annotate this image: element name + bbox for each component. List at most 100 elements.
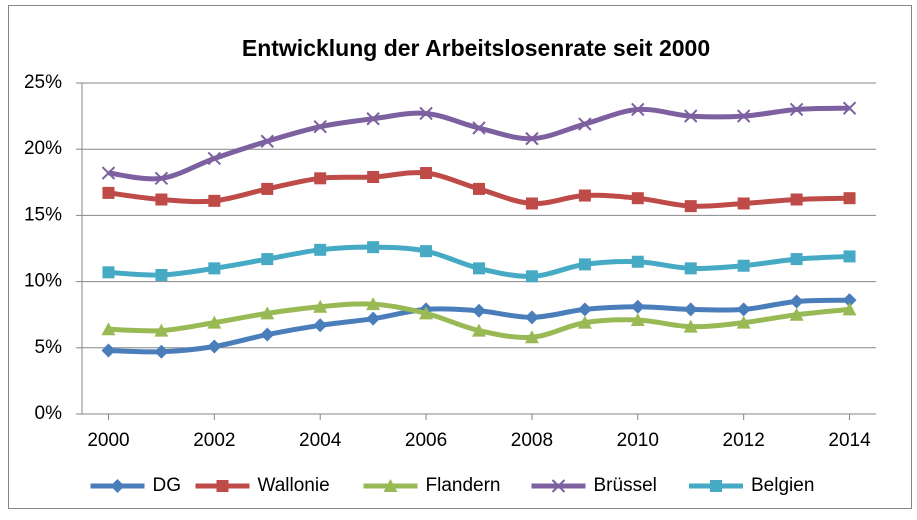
marker	[842, 101, 857, 115]
marker	[102, 186, 115, 199]
legend-marker	[551, 479, 566, 493]
marker	[684, 200, 697, 213]
marker	[261, 253, 274, 266]
marker	[208, 262, 221, 275]
marker	[207, 151, 222, 166]
marker	[313, 119, 327, 134]
marker	[630, 299, 645, 314]
y-tick-label: 5%	[35, 337, 63, 358]
marker	[789, 294, 804, 309]
marker	[843, 192, 856, 205]
marker	[631, 255, 644, 268]
marker	[683, 319, 698, 333]
marker	[472, 323, 486, 337]
legend-label: Flandern	[426, 475, 501, 496]
marker	[419, 306, 434, 320]
marker	[684, 109, 698, 123]
marker	[631, 192, 644, 205]
marker	[525, 131, 539, 146]
marker	[737, 259, 750, 272]
marker	[101, 343, 116, 358]
marker	[790, 253, 803, 266]
marker	[472, 121, 486, 135]
marker	[577, 302, 592, 317]
marker	[683, 302, 698, 317]
marker	[102, 266, 115, 279]
marker	[578, 117, 592, 131]
marker	[154, 323, 169, 337]
x-tick-label: 2004	[299, 430, 342, 451]
marker	[737, 197, 750, 210]
marker	[524, 310, 539, 325]
marker	[155, 268, 168, 281]
y-tick-label: 15%	[24, 204, 62, 225]
y-tick-label: 20%	[24, 138, 62, 159]
legend-label: Belgien	[751, 475, 814, 496]
marker	[313, 318, 328, 333]
legend-label: DG	[153, 475, 182, 496]
marker	[154, 171, 169, 186]
marker	[525, 197, 538, 210]
marker	[578, 258, 591, 271]
y-tick-label: 10%	[24, 271, 62, 292]
legend-label: Brüssel	[594, 475, 657, 496]
legend-marker	[110, 479, 125, 493]
marker	[314, 243, 327, 256]
x-tick-label: 2010	[617, 430, 659, 451]
marker	[314, 172, 327, 185]
marker	[472, 303, 486, 318]
marker	[789, 102, 804, 117]
marker	[260, 306, 275, 320]
marker	[366, 112, 380, 126]
marker	[577, 315, 592, 329]
marker	[313, 299, 328, 313]
marker	[473, 182, 485, 195]
marker	[684, 262, 697, 275]
marker	[842, 293, 857, 308]
marker	[420, 167, 433, 180]
marker	[524, 330, 539, 344]
marker	[154, 344, 169, 359]
marker	[101, 166, 116, 180]
marker	[790, 193, 803, 206]
marker	[366, 297, 381, 311]
marker	[631, 102, 645, 117]
marker	[260, 327, 275, 342]
legend-marker	[216, 480, 229, 492]
marker	[420, 245, 433, 258]
marker	[367, 241, 380, 254]
marker	[155, 193, 168, 206]
marker	[789, 307, 804, 321]
x-tick-label: 2000	[87, 430, 129, 451]
x-tick-label: 2012	[723, 430, 765, 451]
marker	[261, 182, 274, 195]
x-tick-label: 2002	[193, 430, 235, 451]
marker	[207, 315, 222, 329]
legend-marker	[383, 479, 398, 492]
marker	[260, 134, 274, 148]
marker	[736, 109, 751, 123]
x-tick-label: 2008	[511, 430, 553, 451]
legend-label: Wallonie	[258, 475, 330, 496]
marker	[843, 250, 856, 263]
y-tick-label: 0%	[35, 403, 63, 424]
x-tick-label: 2006	[405, 430, 447, 451]
y-tick-label: 25%	[24, 72, 62, 93]
legend-marker	[710, 480, 722, 492]
marker	[366, 311, 381, 326]
marker	[419, 106, 433, 121]
marker	[101, 322, 116, 336]
chart-title: Entwicklung der Arbeitslosenrate seit 20…	[242, 35, 710, 61]
marker	[578, 189, 591, 202]
marker	[736, 315, 751, 329]
marker	[208, 194, 221, 207]
marker	[736, 302, 751, 317]
marker	[473, 262, 485, 275]
marker	[630, 312, 645, 326]
x-tick-label: 2014	[828, 430, 871, 451]
marker	[525, 270, 538, 283]
marker	[207, 339, 222, 354]
marker	[367, 171, 380, 184]
chart-frame	[8, 5, 912, 509]
